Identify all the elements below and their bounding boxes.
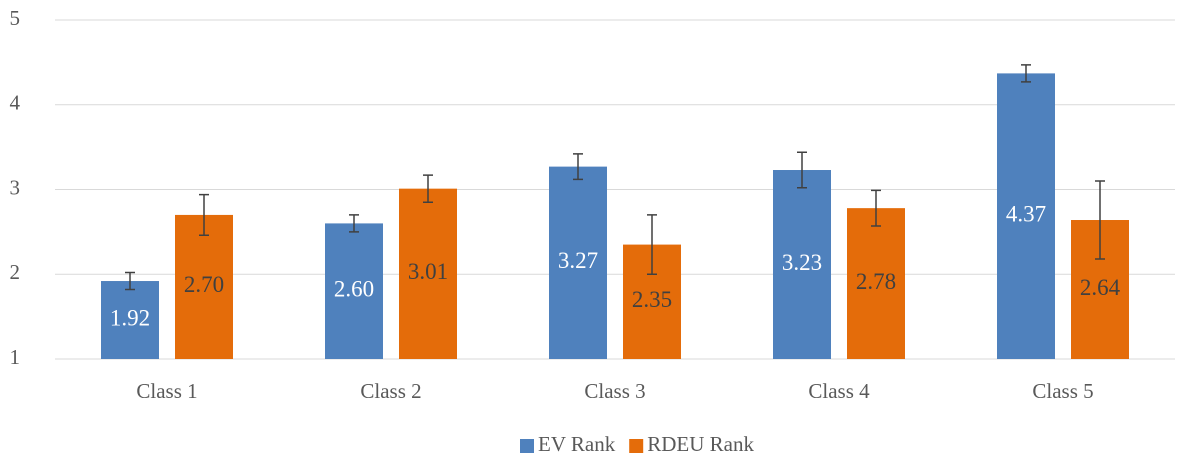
data-label: 3.01 [408,259,448,284]
y-tick-label: 1 [10,345,21,369]
y-tick-label: 3 [10,175,21,199]
x-tick-label: Class 4 [808,379,870,403]
error-bar [573,153,583,181]
data-label: 3.23 [782,250,822,275]
error-bar [647,214,657,275]
error-bar [199,193,209,237]
data-label: 2.60 [334,276,374,301]
bar [773,170,831,359]
x-tick-label: Class 3 [584,379,645,403]
x-tick-label: Class 1 [136,379,197,403]
x-tick-label: Class 5 [1032,379,1093,403]
legend-label: EV Rank [538,432,616,456]
x-tick-label: Class 2 [360,379,421,403]
bar [549,166,607,359]
legend-label: RDEU Rank [647,432,754,456]
data-label: 1.92 [110,305,150,330]
bar [847,208,905,359]
error-bar [349,214,359,233]
error-bar [423,174,433,203]
bar [101,281,159,359]
error-bar [1021,64,1031,83]
y-tick-label: 2 [10,260,21,284]
data-label: 2.70 [184,272,224,297]
y-tick-label: 4 [10,91,21,115]
data-label: 4.37 [1006,201,1046,226]
data-label: 2.64 [1080,275,1121,300]
data-label: 2.35 [632,287,672,312]
data-label: 3.27 [558,248,598,273]
legend-swatch [520,439,534,453]
bar [175,214,233,359]
error-bar [871,189,881,227]
error-bar [125,271,135,291]
bar [325,223,383,359]
legend-swatch [629,439,644,453]
error-bar [797,151,807,189]
bar [997,73,1055,359]
error-bar [1095,180,1105,260]
bar [399,188,457,359]
y-tick-label: 5 [10,6,21,30]
data-label: 2.78 [856,269,896,294]
